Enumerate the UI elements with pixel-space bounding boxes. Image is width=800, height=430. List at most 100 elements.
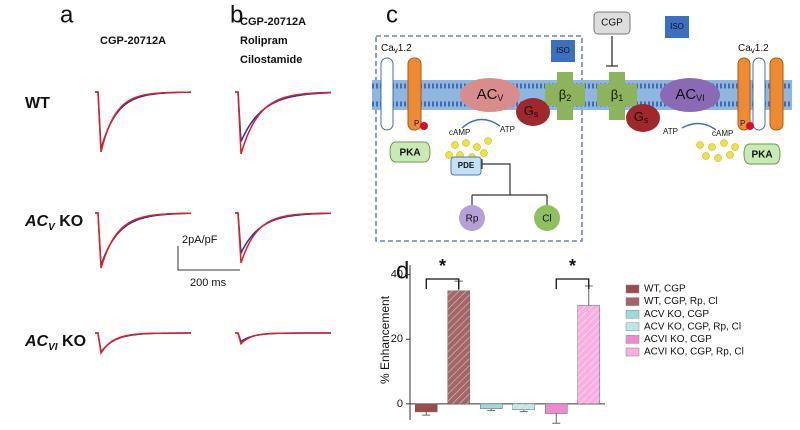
bar [545,403,568,414]
error-bar [487,408,496,412]
diagram-label: ISO [556,46,570,55]
cgp-box [593,11,631,35]
ac-v [460,78,520,112]
current-trace [95,212,191,266]
dashed-box [375,35,583,242]
channel [752,57,766,131]
diagram-label: Gs [634,109,649,125]
legend-swatch [625,284,640,294]
inhibit [606,36,618,67]
legend-label: WT, CGP [644,284,686,295]
scale-bar [177,246,240,271]
legend-label: ACV KO, CGP, Rp, Cl [644,321,741,332]
legend-label: ACV KO, CGP [644,309,709,320]
diagram-label: CGP [601,18,623,29]
row-label: ACV KO [24,213,83,232]
camp-dots [445,137,739,162]
diagram-label: ACVI [675,86,704,103]
panel-label: a [60,1,74,28]
bar [480,403,503,409]
gs [626,104,660,132]
rp [459,205,485,231]
diagram-label: P [740,119,745,128]
diagram-label: cAMP [712,129,733,138]
legend-swatch [625,335,640,344]
pka [389,141,431,163]
legend-label: ACVI KO, CGP [644,334,712,345]
gs [516,98,550,126]
diagram-label: PKA [399,148,420,159]
y-axis-label: % Enhancement [378,295,392,384]
error-bar [552,413,561,424]
channel [407,57,422,131]
current-trace [95,91,191,153]
panel-title: CGP-20712A [100,35,166,47]
diagram-label: ACV [477,86,504,103]
phospho [420,122,428,130]
arrow [681,122,717,131]
beta2 [545,72,585,120]
pde [450,156,482,176]
panel-title: Rolipram [240,35,288,47]
row-label: WT [25,95,50,112]
current-trace [235,212,331,264]
panel-title: Cilostamide [240,54,302,66]
channel [737,57,751,131]
diagram-label: β1 [611,87,624,103]
legend-label: ACVI KO, CGP, Rp, Cl [644,347,744,358]
diagram-label: ISO [670,22,684,31]
scale-label: 200 ms [190,277,227,289]
panel-label: d [396,257,409,284]
diagram-label: Cav1.2 [738,43,769,55]
iso-box [551,40,575,62]
phospho [746,122,754,130]
diagram-label: Rp [466,214,479,225]
current-trace [235,91,331,142]
legend-swatch [625,347,640,357]
y-tick-label: 0 [397,398,403,410]
cl [534,205,560,231]
legend-swatch [625,297,640,306]
ac-vi [660,78,720,112]
bar-hatch [577,305,600,404]
bar-hatch [447,290,470,404]
diagram-label: β2 [559,87,572,103]
diagram-label: ATP [663,127,678,136]
current-trace [235,212,331,256]
panel-title: CGP-20712A [240,16,306,28]
channel [769,57,784,131]
panel-label: c [386,1,398,28]
legend-swatch [625,309,640,319]
sig-bracket [555,278,590,289]
diagram-label: Cav1.2 [381,43,412,55]
scale-label: 2pA/pF [182,234,218,246]
channel [380,57,394,131]
diagram-label: PDE [458,161,475,170]
sig-star: * [439,256,446,276]
y-tick-label: 40 [391,269,403,281]
sig-bracket [425,278,460,289]
diagram-label: PKA [751,150,772,161]
diagram-label: ATP [500,125,515,134]
inhibit [471,163,548,208]
current-trace [95,212,191,269]
beta1 [597,72,637,120]
error-bar [422,411,431,416]
iso-box [665,16,689,38]
current-trace [235,332,331,346]
arrow [461,118,501,129]
traces [95,91,332,355]
diagram-label: Cl [542,214,551,225]
bar-hatch [512,403,535,410]
panel-label: b [230,1,243,28]
pka [743,143,781,165]
error-bar [519,409,528,413]
diagram: Cav1.2 Cav1.2 ISO ISO CGP ACV ACVI β2 β1… [372,11,792,242]
current-trace [235,91,332,155]
diagram-label: cAMP [449,128,470,137]
current-trace [95,332,191,355]
y-tick-label: 20 [391,333,403,345]
legend-swatch [625,322,640,332]
